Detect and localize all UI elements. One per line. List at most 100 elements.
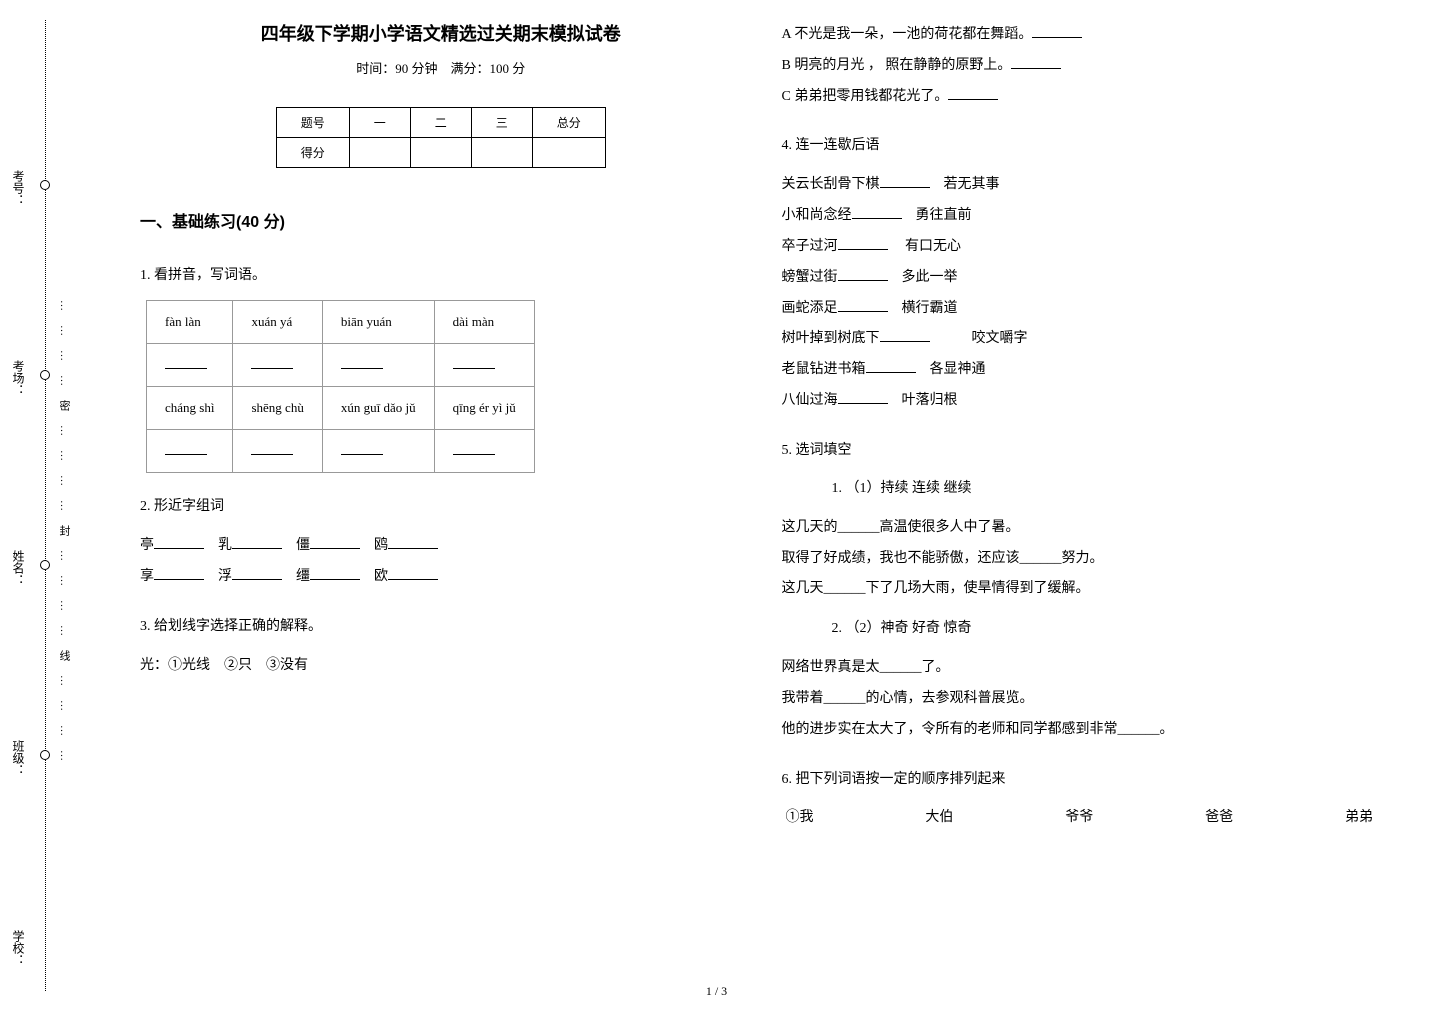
q4-line: 八仙过海 叶落归根 [782, 386, 1384, 417]
pinyin-cell: fàn làn [147, 301, 233, 344]
answer-cell [233, 344, 322, 387]
question-3: 3. 给划线字选择正确的解释。 光：①光线 ②只 ③没有 [140, 613, 742, 682]
phrase-left: 画蛇添足 [782, 301, 838, 316]
q3-opt-a: A 不光是我一朵，一池的荷花都在舞蹈。 [782, 20, 1384, 51]
q2-prompt: 2. 形近字组词 [140, 493, 742, 521]
score-row-label: 得分 [276, 138, 349, 168]
binding-label-class: 班级： [10, 740, 27, 776]
question-3-options: A 不光是我一朵，一池的荷花都在舞蹈。 B 明亮的月光 ， 照在静静的原野上。 … [782, 20, 1384, 112]
q4-line: 关云长刮骨下棋 若无其事 [782, 170, 1384, 201]
q5-sub2-line: 他的进步实在太大了，令所有的老师和同学都感到非常______。 [782, 715, 1384, 746]
section-1-header: 一、基础练习(40 分) [140, 208, 742, 232]
answer-row [147, 344, 535, 387]
phrase-left: 树叶掉到树底下 [782, 331, 880, 346]
pinyin-cell: biān yuán [322, 301, 434, 344]
char: 亭 [140, 538, 154, 553]
word: 大伯 [925, 804, 953, 832]
q4-line: 树叶掉到树底下 咬文嚼字 [782, 324, 1384, 355]
binding-label-school: 学校： [10, 930, 27, 966]
score-value-row: 得分 [276, 138, 605, 168]
q2-line-2: 享 浮 缰 欧 [140, 562, 742, 593]
answer-cell [322, 344, 434, 387]
phrase-left: 八仙过海 [782, 393, 838, 408]
phrase-right: 各显神通 [930, 362, 986, 377]
pinyin-cell: shēng chù [233, 387, 322, 430]
q4-line: 小和尚念经 勇往直前 [782, 201, 1384, 232]
score-cell [410, 138, 471, 168]
score-table: 题号 一 二 三 总分 得分 [276, 107, 606, 168]
q2-line-1: 亭 乳 僵 鸥 [140, 531, 742, 562]
pinyin-cell: xuán yá [233, 301, 322, 344]
pinyin-cell: xún guī dǎo jǔ [322, 387, 434, 430]
pinyin-cell: dài màn [434, 301, 534, 344]
q1-prompt: 1. 看拼音，写词语。 [140, 262, 742, 290]
q4-prompt: 4. 连一连歇后语 [782, 132, 1384, 160]
word: 爷爷 [1065, 804, 1093, 832]
answer-cell [147, 344, 233, 387]
q5-sub1-label: 1. （1）持续 连续 继续 [832, 475, 1384, 503]
content-area: 四年级下学期小学语文精选过关期末模拟试卷 时间：90 分钟 满分：100 分 题… [90, 0, 1433, 1011]
score-cell [471, 138, 532, 168]
q4-line: 老鼠钻进书箱 各显神通 [782, 355, 1384, 386]
score-cell [349, 138, 410, 168]
phrase-right: 咬文嚼字 [972, 331, 1028, 346]
pinyin-row: fàn làn xuán yá biān yuán dài màn [147, 301, 535, 344]
phrase-right: 有口无心 [905, 239, 961, 254]
left-column: 四年级下学期小学语文精选过关期末模拟试卷 时间：90 分钟 满分：100 分 题… [120, 20, 762, 991]
answer-cell [147, 430, 233, 473]
answer-cell [434, 430, 534, 473]
q6-prompt: 6. 把下列词语按一定的顺序排列起来 [782, 766, 1384, 794]
pinyin-cell: qīng ér yì jǔ [434, 387, 534, 430]
score-th: 总分 [532, 108, 605, 138]
answer-cell [233, 430, 322, 473]
char: 僵 [296, 538, 310, 553]
binding-circle [40, 560, 50, 570]
score-cell [532, 138, 605, 168]
exam-title: 四年级下学期小学语文精选过关期末模拟试卷 [140, 20, 742, 46]
q5-prompt: 5. 选词填空 [782, 437, 1384, 465]
binding-label-name: 姓名： [10, 550, 27, 586]
phrase-right: 若无其事 [944, 177, 1000, 192]
score-header-row: 题号 一 二 三 总分 [276, 108, 605, 138]
q5-sub1-line: 这几天的______高温使很多人中了暑。 [782, 513, 1384, 544]
q3-opt-b: B 明亮的月光 ， 照在静静的原野上。 [782, 51, 1384, 82]
exam-subtitle: 时间：90 分钟 满分：100 分 [140, 58, 742, 77]
score-th: 二 [410, 108, 471, 138]
opt-text: A 不光是我一朵，一池的荷花都在舞蹈。 [782, 27, 1033, 42]
phrase-right: 多此一举 [902, 270, 958, 285]
binding-margin: 学校： 班级： 姓名： 考场： 考号： …………密…………封…………线………… [0, 0, 90, 1011]
phrase-left: 螃蟹过街 [782, 270, 838, 285]
question-1: 1. 看拼音，写词语。 fàn làn xuán yá biān yuán dà… [140, 262, 742, 473]
binding-label-id: 考号： [10, 170, 27, 206]
phrase-right: 勇往直前 [916, 208, 972, 223]
answer-row [147, 430, 535, 473]
right-column: A 不光是我一朵，一池的荷花都在舞蹈。 B 明亮的月光 ， 照在静静的原野上。 … [762, 20, 1404, 991]
char: 缰 [296, 569, 310, 584]
opt-text: C 弟弟把零用钱都花光了。 [782, 89, 949, 104]
q5-sub2-label: 2. （2）神奇 好奇 惊奇 [832, 615, 1384, 643]
binding-circle [40, 180, 50, 190]
q5-sub1-line: 这几天______下了几场大雨，使旱情得到了缓解。 [782, 574, 1384, 605]
binding-label-room: 考场： [10, 360, 27, 396]
char: 享 [140, 569, 154, 584]
question-6: 6. 把下列词语按一定的顺序排列起来 ①我 大伯 爷爷 爸爸 弟弟 [782, 766, 1384, 832]
binding-seal-text: …………密…………封…………线………… [56, 300, 72, 775]
q4-line: 螃蟹过街 多此一举 [782, 263, 1384, 294]
pinyin-table: fàn làn xuán yá biān yuán dài màn cháng … [146, 300, 535, 473]
phrase-left: 关云长刮骨下棋 [782, 177, 880, 192]
binding-dotted-line [45, 20, 46, 991]
question-5: 5. 选词填空 1. （1）持续 连续 继续 这几天的______高温使很多人中… [782, 437, 1384, 746]
answer-cell [322, 430, 434, 473]
q6-row1: ①我 大伯 爷爷 爸爸 弟弟 [782, 804, 1384, 832]
word: ①我 [786, 804, 814, 832]
char: 乳 [218, 538, 232, 553]
question-4: 4. 连一连歇后语 关云长刮骨下棋 若无其事 小和尚念经 勇往直前 卒子过河 有… [782, 132, 1384, 416]
word: 爸爸 [1205, 804, 1233, 832]
q5-sub1-line: 取得了好成绩，我也不能骄傲，还应该______努力。 [782, 544, 1384, 575]
phrase-left: 老鼠钻进书箱 [782, 362, 866, 377]
q3-line: 光：①光线 ②只 ③没有 [140, 651, 742, 682]
char: 鸥 [374, 538, 388, 553]
q3-opt-c: C 弟弟把零用钱都花光了。 [782, 82, 1384, 113]
pinyin-row: cháng shì shēng chù xún guī dǎo jǔ qīng … [147, 387, 535, 430]
binding-circle [40, 750, 50, 760]
